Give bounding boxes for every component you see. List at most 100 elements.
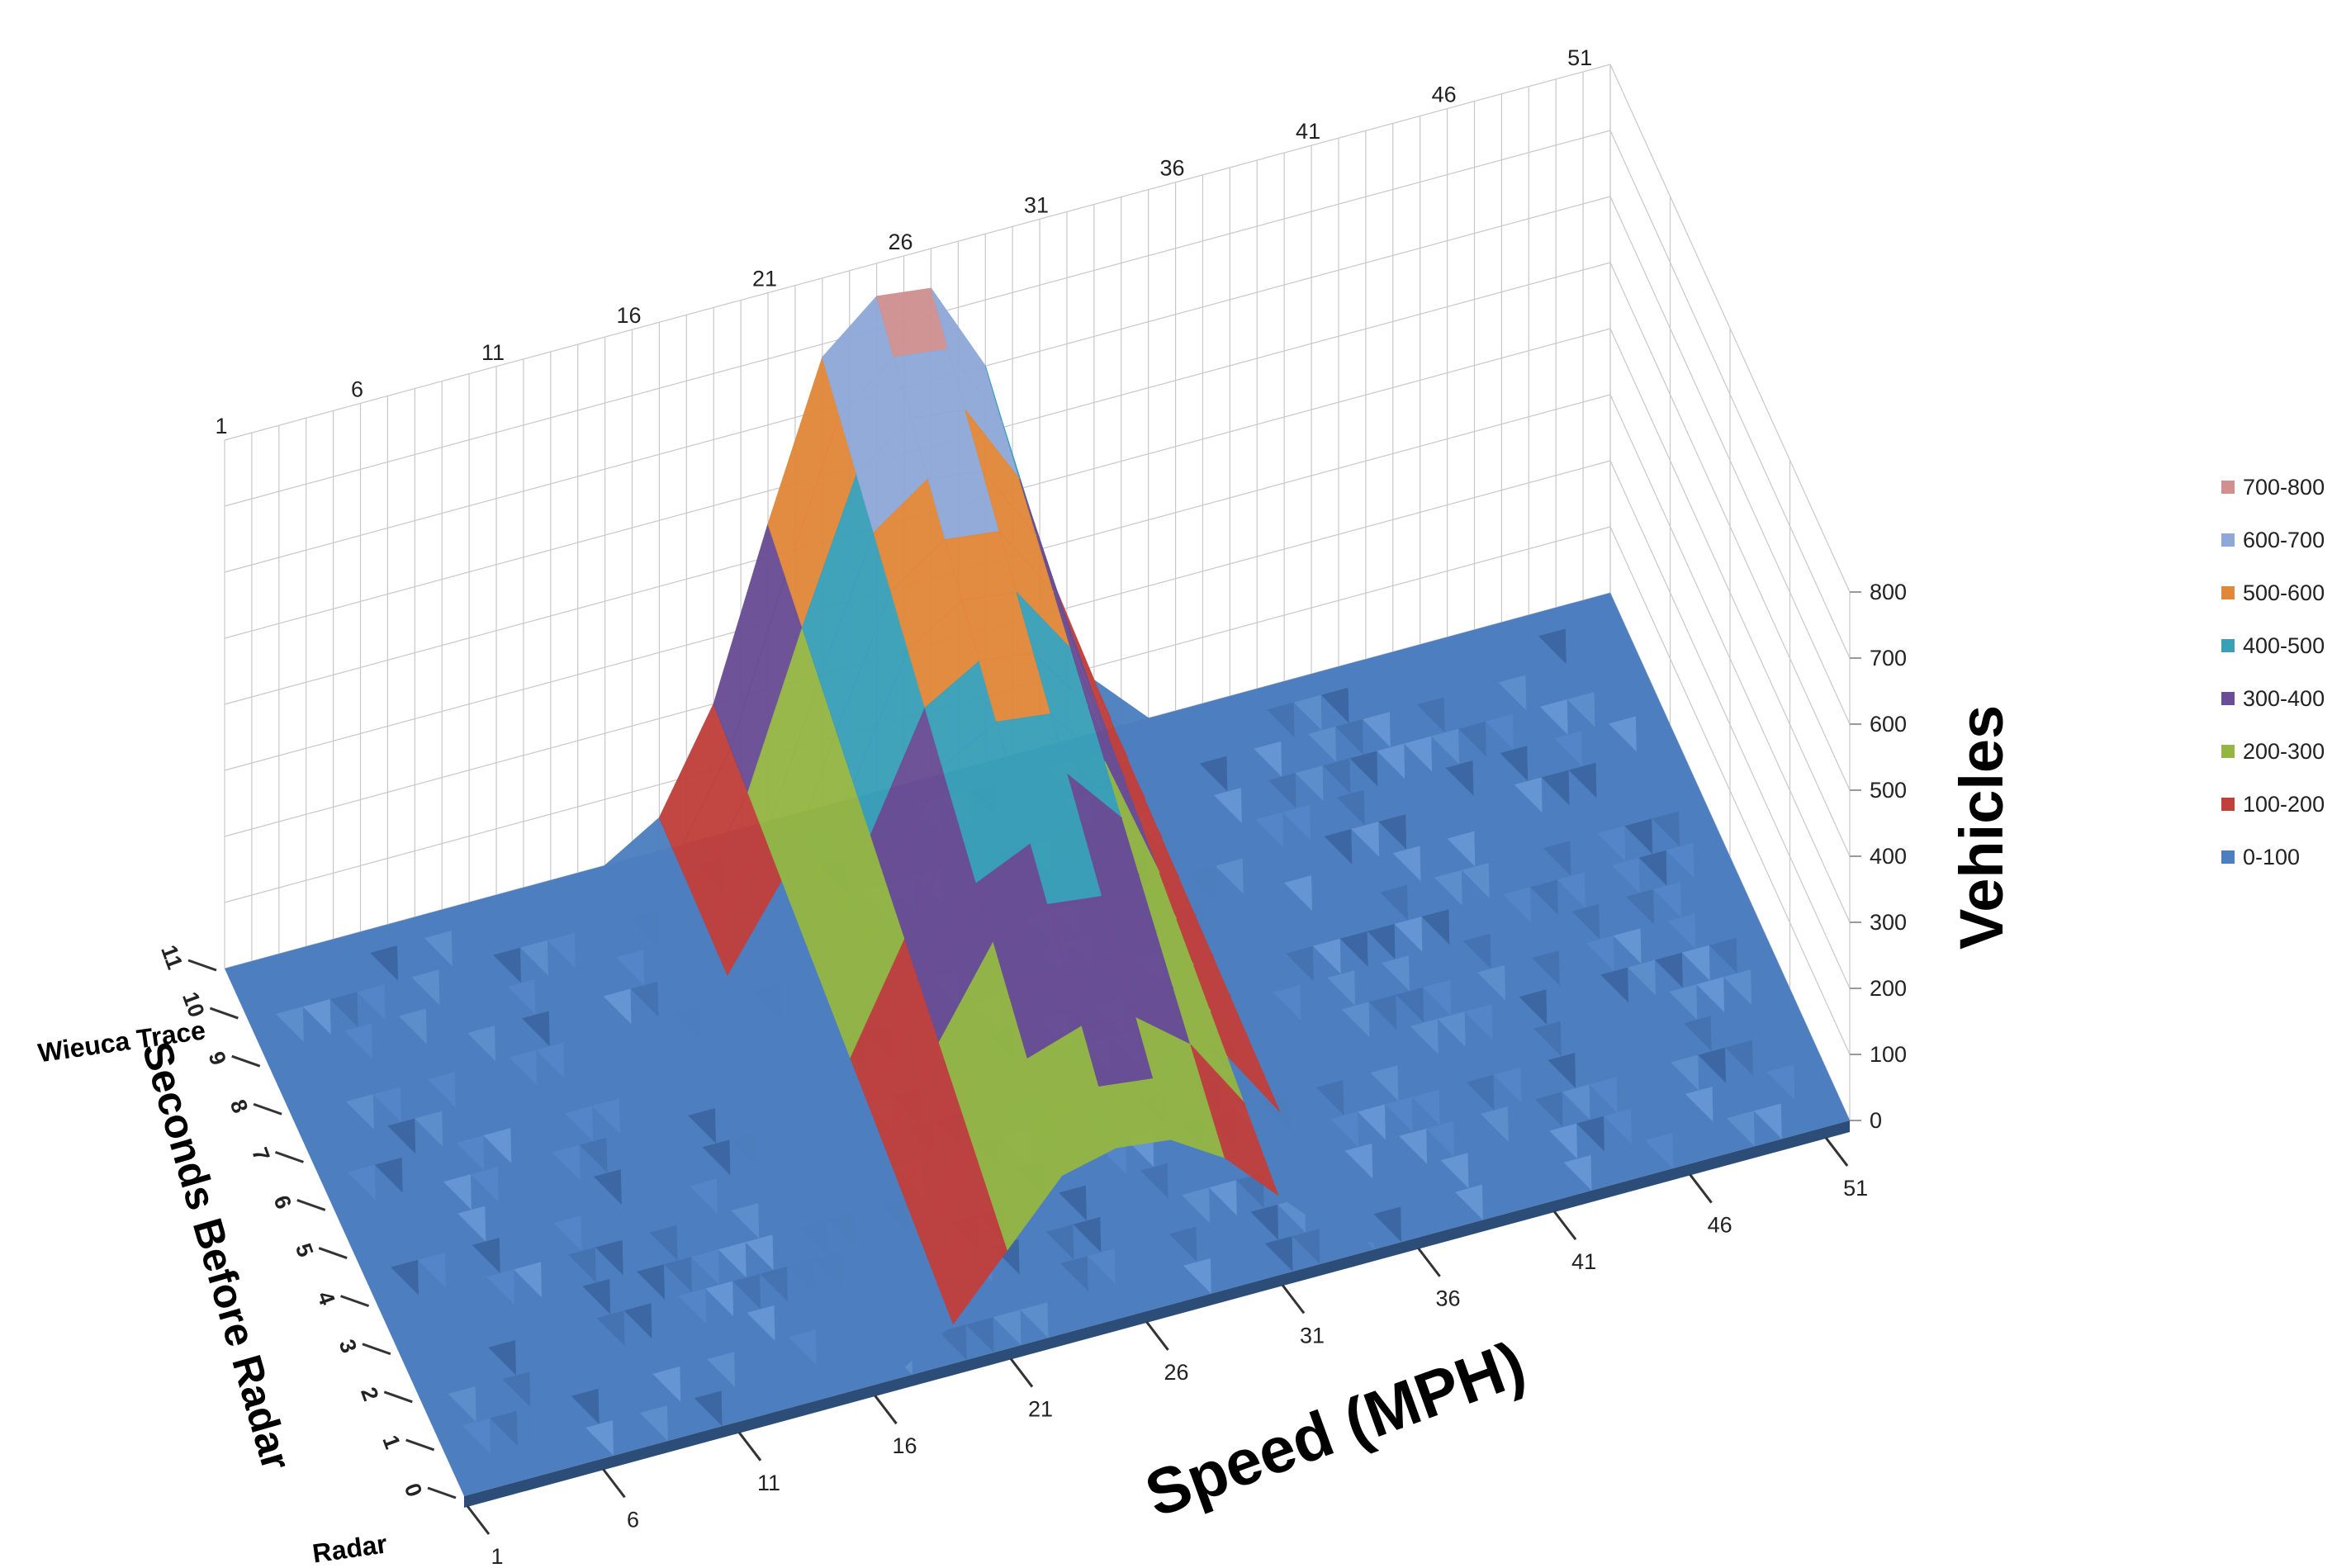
back-speed-tick-label: 16 <box>617 303 642 328</box>
floor-facet <box>398 1008 427 1045</box>
floor-facet <box>1337 789 1365 826</box>
floor-facet <box>1339 931 1368 967</box>
floor-facet <box>1183 1258 1211 1294</box>
vehicles-tick-label: 700 <box>1870 646 1907 670</box>
floor-facet <box>1404 736 1433 772</box>
floor-facet <box>1653 882 1681 917</box>
back-speed-tick-label: 6 <box>351 377 363 401</box>
floor-facet <box>678 1288 707 1324</box>
legend-item: 100-200 <box>2221 778 2325 831</box>
floor-facet <box>718 1242 747 1278</box>
floor-facet <box>1538 628 1567 665</box>
floor-facet <box>1440 1153 1469 1189</box>
floor-facet <box>1571 903 1600 940</box>
legend-swatch <box>2221 798 2235 811</box>
back-speed-tick-label: 26 <box>889 230 913 254</box>
floor-facet <box>1533 1021 1562 1057</box>
floor-facet <box>472 1238 500 1273</box>
floor-facet <box>1462 933 1491 969</box>
back-speed-tick-label: 36 <box>1160 156 1185 181</box>
front-speed-tick-mark <box>1145 1321 1169 1351</box>
floor-facet <box>1394 917 1423 952</box>
seconds-tick-label: 5 <box>291 1240 318 1260</box>
seconds-tick-label: 1 <box>377 1432 405 1452</box>
floor-facet <box>490 1410 518 1447</box>
seconds-tick-label: 8 <box>225 1097 253 1116</box>
floor-facet <box>1182 1187 1210 1224</box>
legend-swatch <box>2221 692 2235 705</box>
floor-facet <box>1548 1053 1576 1088</box>
floor-facet <box>1370 1065 1399 1101</box>
floor-facet <box>1725 1040 1753 1076</box>
floor-facet <box>652 1367 681 1402</box>
floor-facet <box>1284 875 1312 911</box>
floor-facet <box>1235 1172 1264 1209</box>
floor-facet <box>690 1249 719 1285</box>
floor-facet <box>732 1273 761 1310</box>
floor-facet <box>1563 1155 1592 1191</box>
floor-facet <box>1530 879 1558 916</box>
floor-front-edge <box>464 1120 1850 1508</box>
floor-facet <box>694 1390 723 1427</box>
floor-facet <box>1589 1077 1618 1113</box>
floor-facet <box>1534 1092 1563 1128</box>
floor-facet <box>571 1388 600 1424</box>
floor-facet <box>302 999 331 1035</box>
floor-facet <box>1266 702 1295 738</box>
back-wall-gridline <box>224 64 1611 441</box>
floor-facet <box>462 1418 491 1454</box>
legend-swatch <box>2221 639 2235 652</box>
seconds-tick-label: 2 <box>356 1384 383 1404</box>
floor-facet <box>1549 1123 1577 1159</box>
floor-facet <box>329 992 358 1027</box>
floor-facet <box>448 1386 476 1422</box>
seconds-tick-mark <box>253 1102 282 1116</box>
vehicles-tick-label: 0 <box>1870 1108 1882 1133</box>
peak-facet <box>1315 1193 1389 1247</box>
floor-facet <box>579 1137 608 1173</box>
floor-facet <box>372 1087 401 1122</box>
front-speed-tick-mark <box>602 1468 626 1499</box>
floor-facet <box>1423 979 1452 1016</box>
seconds-tick-mark <box>318 1247 348 1259</box>
floor-facet <box>552 1144 581 1181</box>
seconds-tick-label: 9 <box>203 1049 230 1068</box>
seconds-tick-label: 11 <box>156 942 187 973</box>
floor-facet <box>1059 1256 1088 1291</box>
floor-facet <box>521 1011 550 1047</box>
floor-facet <box>1723 969 1751 1005</box>
floor-facet <box>1532 950 1560 986</box>
seconds-tick-label: 0 <box>400 1480 427 1499</box>
floor-facet <box>1655 952 1683 988</box>
floor-facet <box>1322 758 1351 794</box>
legend-label: 200-300 <box>2243 738 2325 764</box>
floor-facet <box>596 1310 625 1347</box>
back-speed-tick-label: 46 <box>1432 83 1457 107</box>
back-speed-tick-label: 31 <box>1024 192 1049 217</box>
floor-facet <box>1461 863 1490 898</box>
floor-facet <box>592 1098 620 1135</box>
front-speed-tick-label: 41 <box>1571 1249 1596 1274</box>
floor-facet <box>1669 984 1698 1020</box>
front-speed-tick-label: 16 <box>893 1433 917 1458</box>
vehicles-tick-label: 300 <box>1870 910 1907 935</box>
floor-facet <box>1059 1185 1087 1221</box>
front-speed-tick-label: 51 <box>1843 1176 1868 1201</box>
floor-facet <box>275 1007 304 1042</box>
seconds-tick-mark <box>405 1438 435 1452</box>
seconds-tick-mark <box>187 959 217 972</box>
floor-facet <box>1410 1019 1439 1054</box>
legend-label: 400-500 <box>2243 632 2325 658</box>
front-speed-tick-mark <box>1009 1357 1034 1388</box>
floor-facet <box>1392 846 1421 882</box>
floor-facet <box>470 1167 499 1203</box>
floor-facet <box>374 1157 403 1193</box>
floor-facet <box>1685 1087 1713 1122</box>
floor-facet <box>1327 970 1356 1006</box>
floor-facet <box>1597 826 1626 862</box>
legend-item: 300-400 <box>2221 672 2325 725</box>
floor-facet <box>1140 1163 1168 1199</box>
front-speed-tick-label: 1 <box>491 1544 503 1568</box>
floor-facet <box>370 945 398 981</box>
floor-facet <box>1380 884 1408 921</box>
